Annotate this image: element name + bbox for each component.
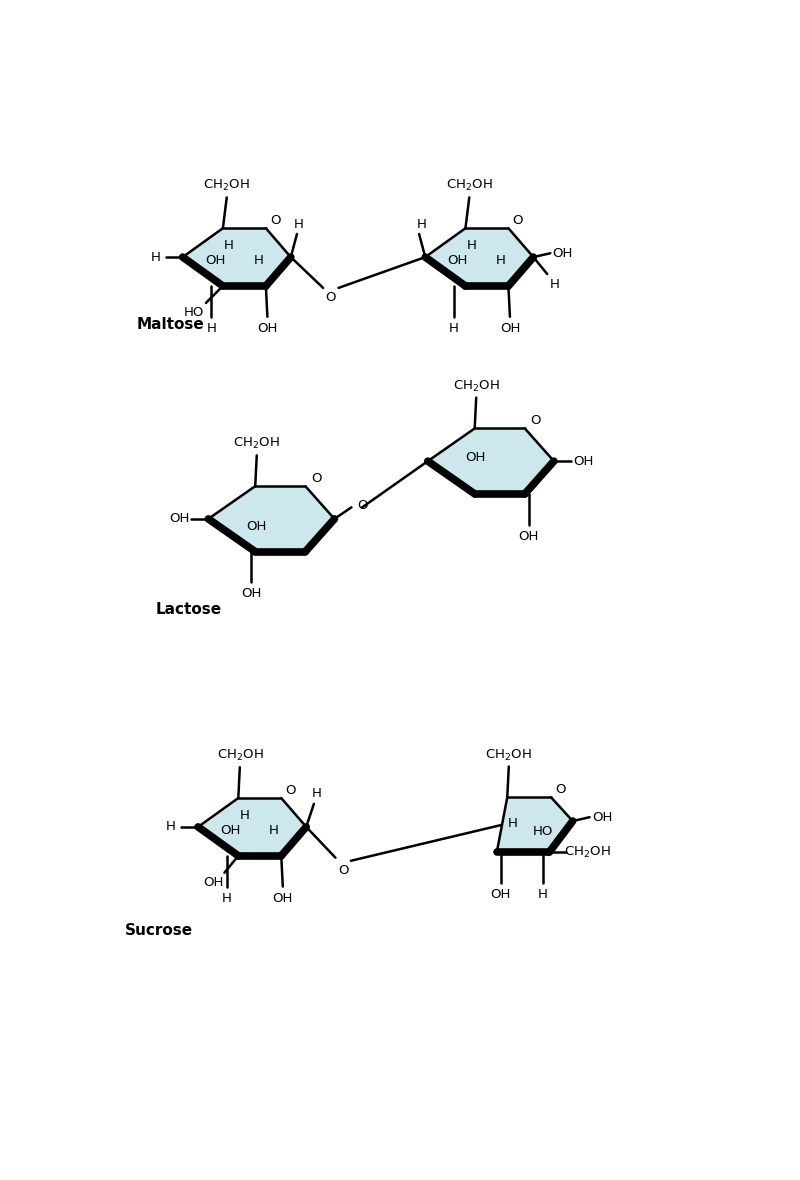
Text: O: O: [512, 214, 523, 227]
Text: H: H: [507, 818, 518, 831]
Text: O: O: [530, 414, 541, 427]
Text: H: H: [206, 322, 216, 335]
Text: OH: OH: [553, 247, 573, 260]
Text: CH$_2$OH: CH$_2$OH: [486, 747, 532, 762]
Text: H: H: [496, 255, 506, 268]
Text: O: O: [270, 214, 280, 227]
Text: H: H: [254, 255, 263, 268]
Text: OH: OH: [241, 588, 262, 601]
Text: Sucrose: Sucrose: [125, 923, 194, 938]
Text: HO: HO: [183, 307, 204, 320]
Text: OH: OH: [258, 322, 278, 335]
Text: CH$_2$OH: CH$_2$OH: [234, 437, 280, 452]
Text: CH$_2$OH: CH$_2$OH: [564, 845, 611, 860]
Text: OH: OH: [273, 892, 293, 905]
Polygon shape: [497, 798, 573, 852]
Text: O: O: [326, 290, 336, 303]
Text: CH$_2$OH: CH$_2$OH: [446, 178, 493, 194]
Text: H: H: [466, 240, 477, 253]
Text: OH: OH: [205, 255, 226, 268]
Text: CH$_2$OH: CH$_2$OH: [203, 178, 250, 194]
Polygon shape: [208, 486, 334, 551]
Text: H: H: [269, 825, 278, 838]
Text: OH: OH: [573, 454, 594, 467]
Text: OH: OH: [592, 811, 612, 824]
Text: OH: OH: [500, 322, 520, 335]
Text: OH: OH: [447, 255, 468, 268]
Text: H: H: [538, 889, 548, 902]
Text: H: H: [311, 787, 321, 800]
Text: OH: OH: [466, 451, 486, 464]
Text: H: H: [417, 218, 426, 231]
Text: H: H: [239, 808, 250, 821]
Polygon shape: [198, 798, 306, 856]
Text: O: O: [286, 784, 296, 797]
Text: H: H: [449, 322, 459, 335]
Text: HO: HO: [533, 825, 554, 838]
Text: Lactose: Lactose: [156, 602, 222, 617]
Polygon shape: [428, 428, 554, 494]
Text: OH: OH: [203, 877, 224, 890]
Text: H: H: [222, 892, 232, 905]
Text: CH$_2$OH: CH$_2$OH: [453, 379, 499, 394]
Text: OH: OH: [518, 530, 539, 543]
Text: H: H: [294, 218, 303, 231]
Text: O: O: [357, 499, 367, 512]
Text: O: O: [338, 864, 349, 877]
Polygon shape: [426, 228, 534, 286]
Text: OH: OH: [221, 825, 241, 838]
Text: H: H: [151, 250, 161, 263]
Text: O: O: [311, 472, 322, 485]
Text: OH: OH: [490, 889, 511, 902]
Text: CH$_2$OH: CH$_2$OH: [217, 748, 263, 763]
Text: O: O: [555, 784, 566, 797]
Text: OH: OH: [169, 512, 190, 525]
Text: H: H: [550, 277, 560, 290]
Polygon shape: [182, 228, 291, 286]
Text: Maltose: Maltose: [137, 317, 205, 333]
Text: OH: OH: [246, 520, 266, 533]
Text: H: H: [166, 820, 176, 833]
Text: H: H: [224, 240, 234, 253]
